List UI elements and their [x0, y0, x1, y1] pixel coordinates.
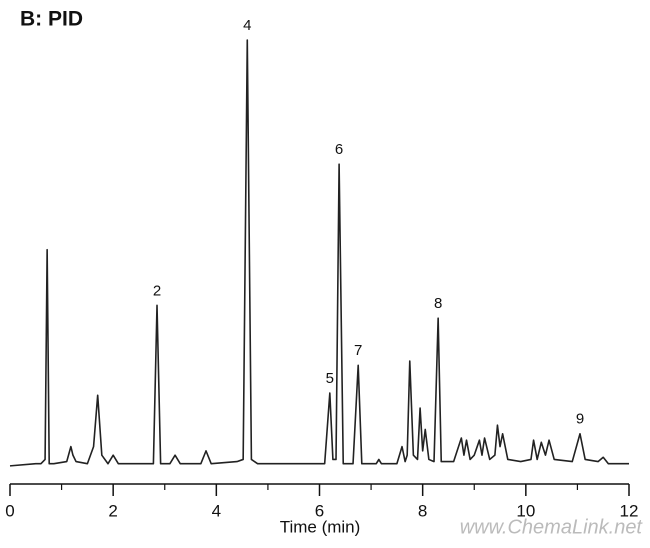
peak-label: 4	[243, 17, 251, 34]
peak-label: 9	[576, 411, 584, 428]
peak-label: 7	[354, 342, 362, 359]
peak-label: 5	[326, 370, 334, 387]
x-tick-label: 4	[212, 501, 221, 520]
x-tick-label: 8	[418, 501, 427, 520]
peak-label: 8	[434, 295, 442, 312]
peak-label: 6	[335, 141, 343, 158]
x-axis-label: Time (min)	[280, 517, 361, 536]
x-tick-label: 2	[108, 501, 117, 520]
signal-trace	[9, 39, 629, 467]
chart-title: B: PID	[20, 8, 83, 31]
peak-label: 2	[153, 282, 161, 299]
x-tick-label: 0	[5, 501, 14, 520]
watermark: www.ChemaLink.net	[460, 516, 644, 538]
x-tick-label: 6	[315, 501, 324, 520]
x-tick-label: 12	[620, 501, 639, 520]
x-tick-label: 10	[516, 501, 535, 520]
